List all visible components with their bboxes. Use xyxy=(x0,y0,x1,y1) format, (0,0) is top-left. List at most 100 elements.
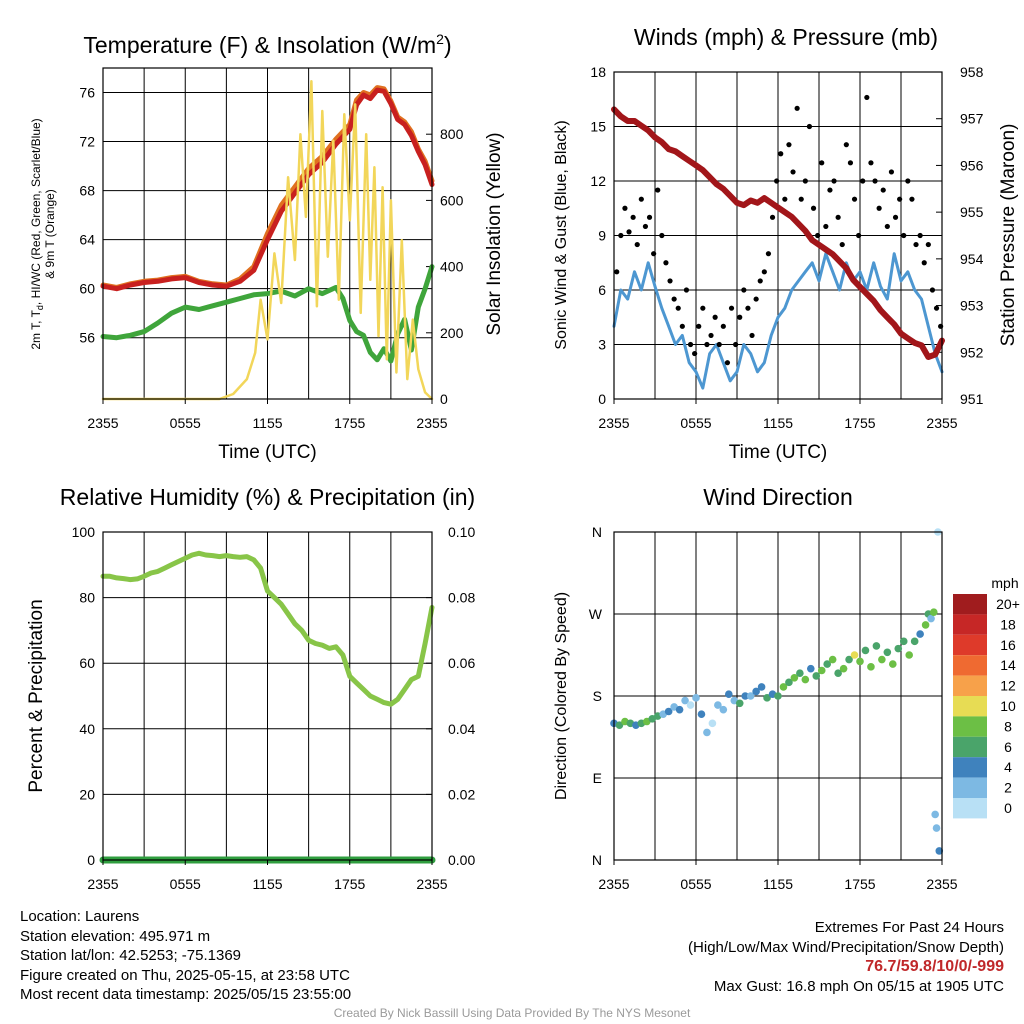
direction-point xyxy=(921,621,930,629)
y-tick-label: 56 xyxy=(79,330,95,346)
colorbar-label: 16 xyxy=(1000,637,1016,653)
elevation-text: Station elevation: 495.971 m xyxy=(20,927,211,945)
colorbar-label: 20+ xyxy=(996,596,1020,612)
direction-point xyxy=(735,699,744,708)
x-tick-label: 2355 xyxy=(598,415,629,431)
gust-point xyxy=(696,323,702,329)
station-info: Location: Laurens Station elevation: 495… xyxy=(20,907,351,1005)
gust-point xyxy=(700,305,706,311)
gust-point xyxy=(847,160,854,166)
gust-point xyxy=(708,332,714,339)
gust-point xyxy=(737,314,743,320)
gust-point xyxy=(704,341,710,348)
y2-tick-label: 200 xyxy=(440,325,464,341)
gust-point xyxy=(868,160,874,166)
created-text: Figure created on Thu, 2025-05-15, at 23… xyxy=(20,966,350,984)
gust-point xyxy=(765,251,772,257)
colorbar-swatch xyxy=(953,736,987,758)
direction-point xyxy=(779,683,788,691)
colorbar-swatch xyxy=(953,716,987,737)
y-tick-label: 0 xyxy=(598,391,606,407)
colorbar-label: 8 xyxy=(1004,718,1012,734)
gust-point xyxy=(778,151,784,157)
y-tick-label: 60 xyxy=(79,655,95,671)
winds-panel: 0 3 6 9 12 15 18 951 952 953 954 955 956 957 958 2355 05… xyxy=(553,24,1019,463)
y2-tick-label: 0.06 xyxy=(448,655,475,671)
gust-point xyxy=(909,196,915,202)
gust-point xyxy=(913,241,919,248)
direction-point xyxy=(796,669,804,678)
direction-point xyxy=(714,701,722,709)
gust-point xyxy=(917,232,923,239)
direction-point xyxy=(703,728,711,737)
gust-point xyxy=(638,196,644,202)
y2-tick-label: 0.10 xyxy=(448,524,475,540)
gust-point xyxy=(712,314,718,320)
direction-point xyxy=(664,707,673,716)
gust-point xyxy=(749,332,755,339)
colorbar-swatch xyxy=(953,777,987,798)
gust-point xyxy=(646,214,653,220)
gust-point xyxy=(614,269,620,275)
direction-point xyxy=(807,664,815,673)
y2-tick-label: 0.08 xyxy=(448,590,475,606)
y-tick-label: 80 xyxy=(79,590,95,606)
speed-colorbar: mph 20+ 18 16 14 12 10 8 6 4 2 0 xyxy=(953,575,1020,819)
x-tick-label: 0555 xyxy=(170,415,201,431)
direction-point xyxy=(823,660,831,668)
x-tick-label: 1155 xyxy=(763,876,793,892)
y2-tick-label: 0.00 xyxy=(448,852,475,868)
direction-point xyxy=(916,630,924,638)
direction-point xyxy=(899,637,908,646)
direction-point xyxy=(927,614,935,623)
x-tick-label: 2355 xyxy=(87,876,118,892)
x-axis-label: Time (UTC) xyxy=(729,442,828,463)
y2-tick-label: 800 xyxy=(440,126,464,142)
gust-point xyxy=(753,296,759,302)
x-tick-label: 1755 xyxy=(844,876,875,892)
y-axis-label: Sonic Wind & Gust (Blue, Black) xyxy=(553,120,570,349)
x-tick-label: 0555 xyxy=(170,876,201,892)
y2-tick-label: 0.04 xyxy=(448,721,475,737)
y-tick-label: 18 xyxy=(590,64,606,80)
x-tick-label: 1155 xyxy=(252,876,282,892)
humidity-panel: 0 20 40 60 80 100 0.00 0.02 0.04 0.06 0.08 0.10 2355… xyxy=(26,484,475,892)
y-tick-label: 0 xyxy=(87,852,95,868)
y2-tick-label: 954 xyxy=(960,251,984,267)
direction-point xyxy=(708,719,717,728)
y-tick-label: 68 xyxy=(79,183,95,199)
gust-point xyxy=(671,296,677,302)
gust-point xyxy=(827,187,833,193)
gust-point xyxy=(687,341,694,348)
gust-point xyxy=(630,214,636,220)
x-tick-label: 0555 xyxy=(680,415,711,431)
gust-point xyxy=(745,305,751,311)
direction-point xyxy=(834,669,842,678)
gust-point xyxy=(716,341,722,348)
gust-point xyxy=(872,178,878,184)
direction-point xyxy=(905,651,913,659)
gust-point xyxy=(835,214,841,220)
direction-point xyxy=(692,694,700,702)
y-tick-label: N xyxy=(592,852,602,868)
y-tick-label: 64 xyxy=(79,232,95,248)
gust-point xyxy=(905,178,911,184)
colorbar-swatch xyxy=(953,675,987,696)
x-axis-label: Time (UTC) xyxy=(218,442,317,463)
extremes-title: Extremes For Past 24 Hours xyxy=(814,919,1004,936)
colorbar-swatch xyxy=(953,614,987,635)
gust-point xyxy=(823,223,829,230)
x-tick-label: 1755 xyxy=(334,876,365,892)
colorbar-label: 18 xyxy=(1000,616,1016,632)
gust-point xyxy=(774,178,780,184)
direction-point xyxy=(741,692,749,700)
direction-point xyxy=(845,655,853,664)
gust-point xyxy=(819,160,825,166)
gust-point xyxy=(769,214,776,220)
x-tick-label: 2355 xyxy=(926,876,957,892)
direction-point xyxy=(675,705,684,714)
gust-point xyxy=(864,94,870,101)
gust-point xyxy=(720,323,726,329)
y-tick-label: W xyxy=(589,606,603,622)
direction-point xyxy=(828,655,837,664)
